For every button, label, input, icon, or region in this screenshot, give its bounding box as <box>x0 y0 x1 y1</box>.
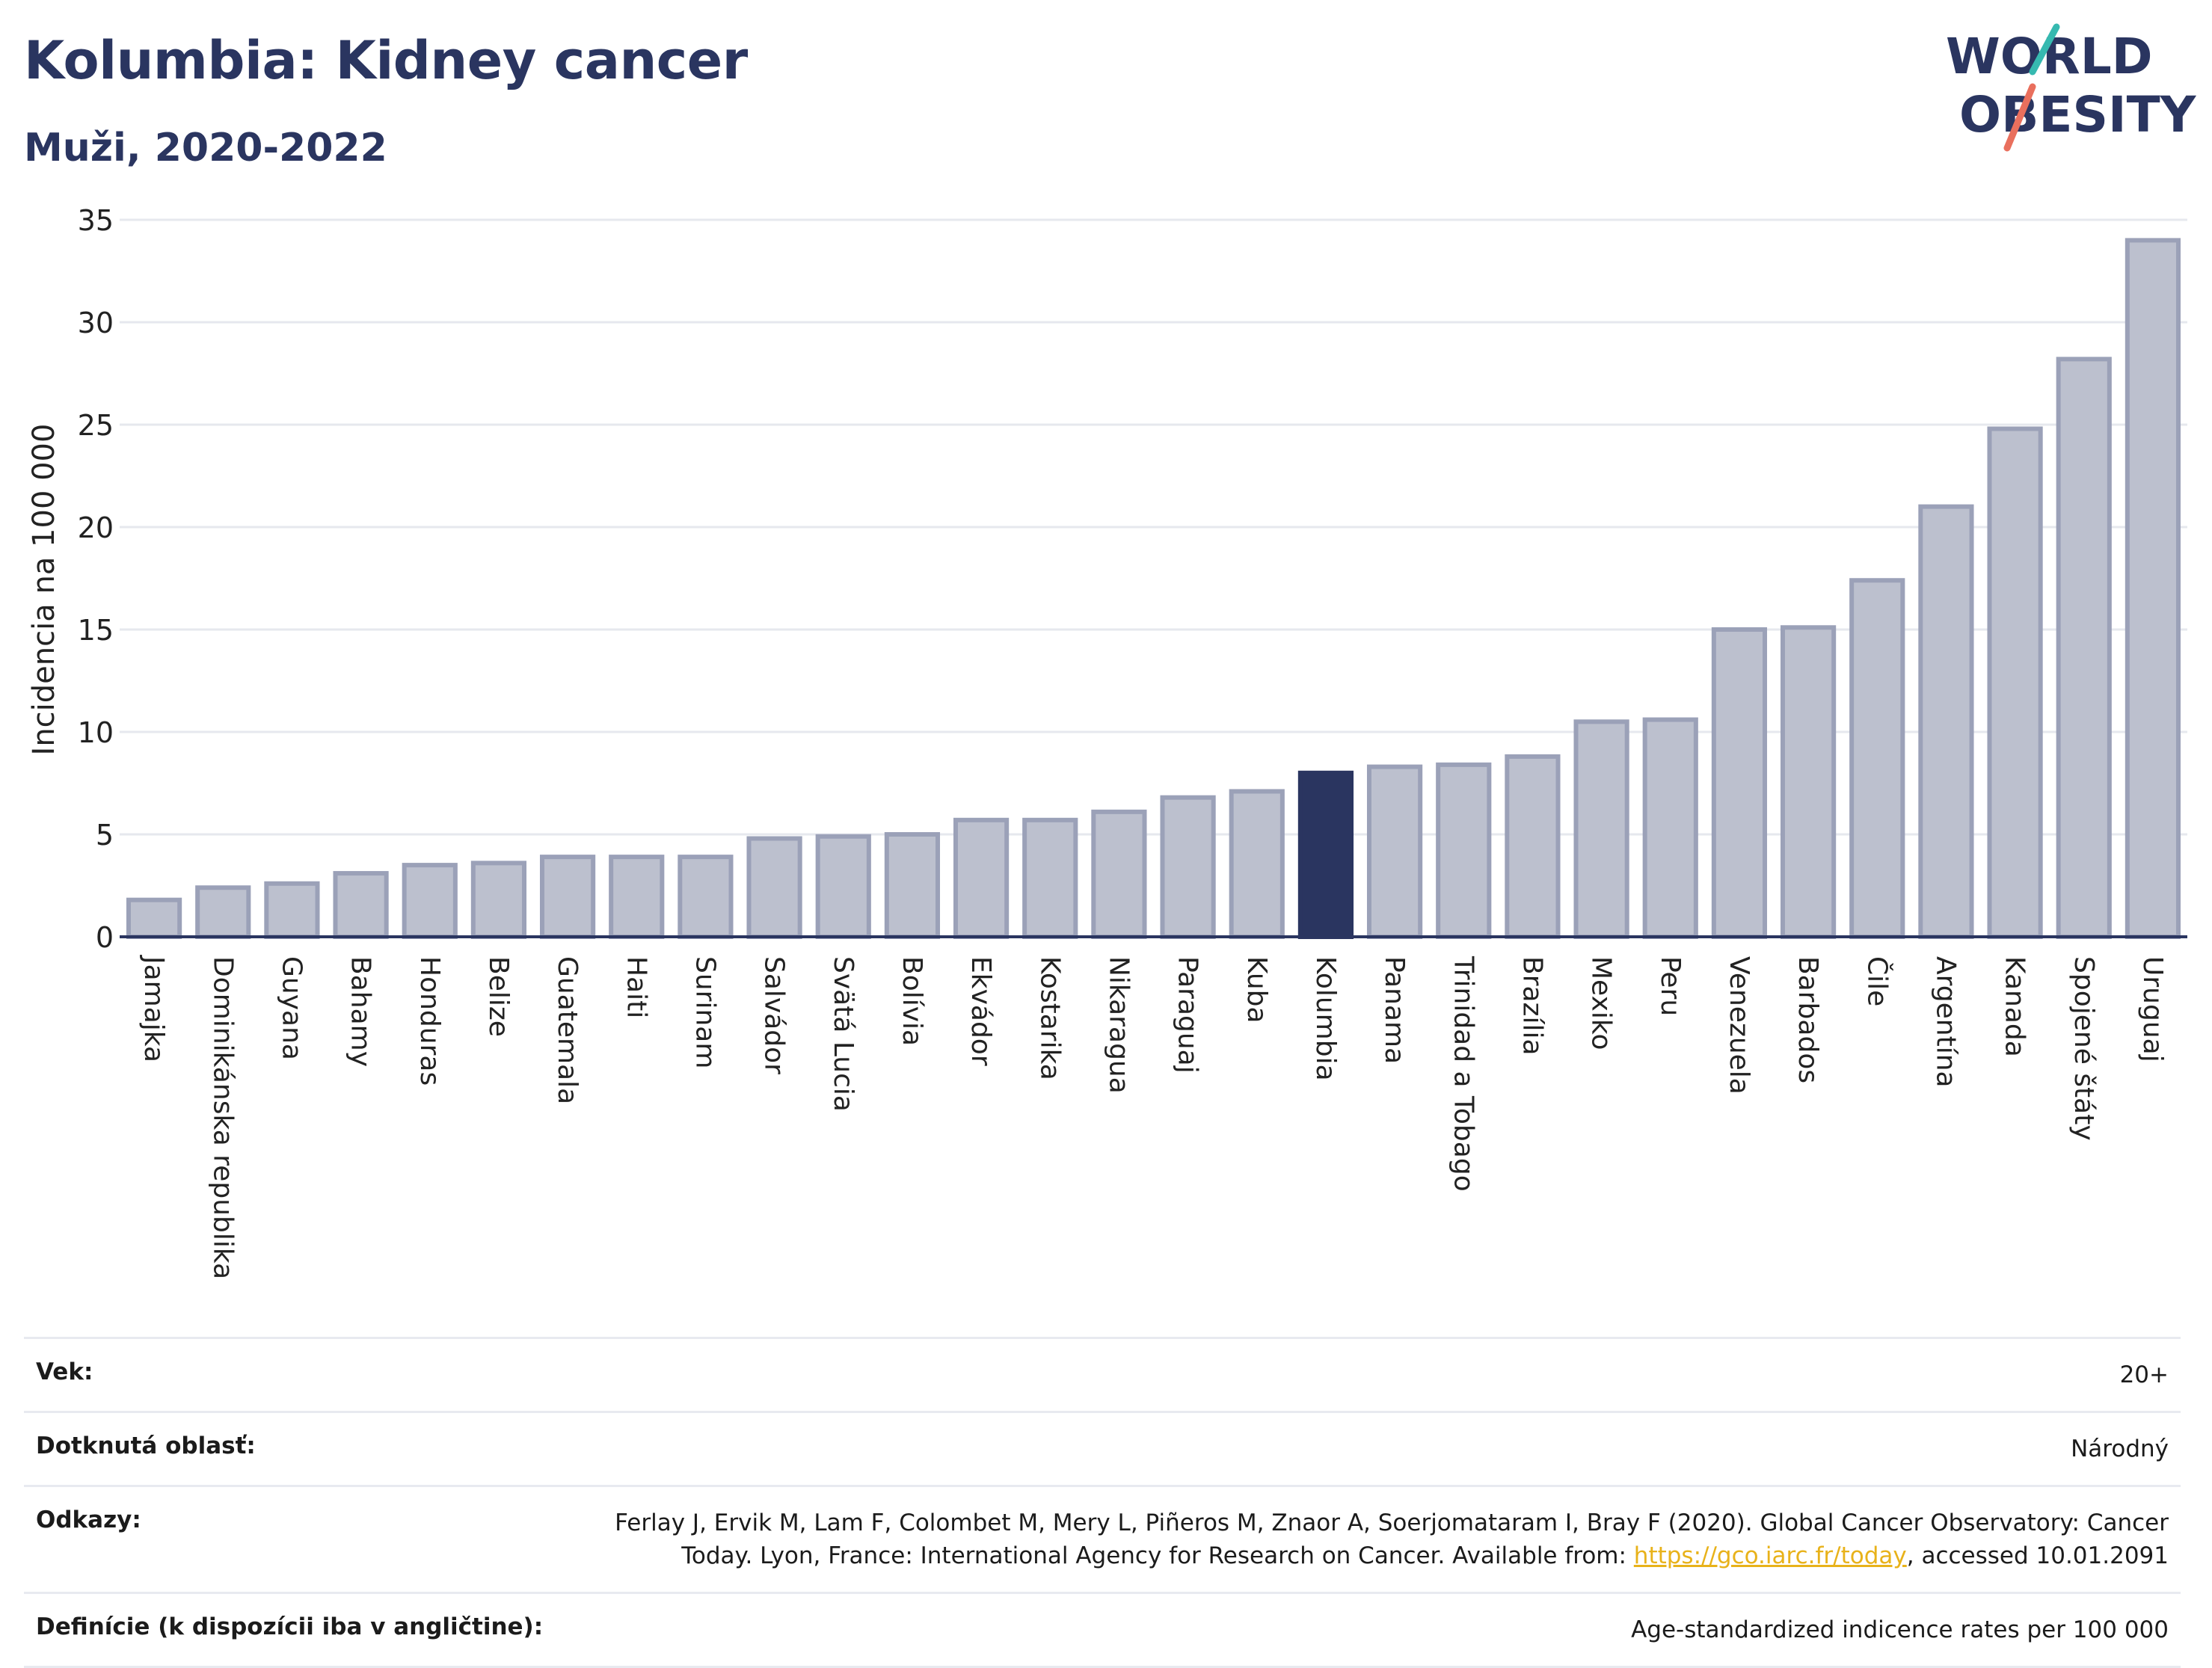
bar <box>402 863 458 939</box>
x-tick-label: Kolumbia <box>1310 956 1341 1081</box>
age-value: 20+ <box>2119 1361 2169 1388</box>
bar <box>1918 504 1974 939</box>
meta-row-definitions: Definície (k dispozícii iba v angličtine… <box>24 1592 2181 1668</box>
x-tick-label: Argentína <box>1930 956 1961 1088</box>
x-tick-label: Uruguaj <box>2137 956 2168 1062</box>
bar <box>1436 762 1492 940</box>
bar <box>1505 754 1561 939</box>
y-tick-label: 10 <box>78 716 114 749</box>
bar <box>470 861 527 939</box>
bar <box>884 832 941 939</box>
bar <box>953 817 1010 939</box>
x-tick-label: Kostarika <box>1034 956 1065 1080</box>
meta-row-references: Odkazy: Ferlay J, Ervik M, Lam F, Colomb… <box>24 1485 2181 1592</box>
bar <box>746 836 802 939</box>
y-tick-label: 35 <box>78 204 114 237</box>
y-tick-label: 30 <box>78 307 114 339</box>
bar <box>1780 625 1837 939</box>
bar <box>1160 795 1216 940</box>
area-label: Dotknutá oblasť: <box>36 1432 256 1459</box>
chart-subtitle: Muži, 2020-2022 <box>24 126 387 170</box>
x-tick-label: Bolívia <box>897 956 927 1046</box>
x-tick-label: Guyana <box>276 956 307 1060</box>
x-tick-label: Ekvádor <box>965 956 996 1066</box>
x-tick-label: Barbados <box>1792 956 1823 1083</box>
x-tick-label: Mexiko <box>1586 956 1617 1050</box>
x-tick-label: Panama <box>1379 956 1410 1064</box>
x-tick-label: Trinidad a Tobago <box>1448 955 1478 1192</box>
references-label: Odkazy: <box>36 1507 141 1533</box>
x-tick-label: Honduras <box>414 956 445 1086</box>
x-tick-label: Guatemala <box>552 956 583 1104</box>
bar-chart: 0 5 10 15 20 25 30 35 Incidencia na 100 000 Jamaj… <box>27 204 2187 1279</box>
bar <box>1366 764 1423 939</box>
x-tick-label: Svätá Lucia <box>828 956 858 1112</box>
y-tick-label: 0 <box>96 921 114 954</box>
bar <box>1642 717 1698 939</box>
bar <box>609 855 665 940</box>
x-tick-label: Brazília <box>1517 956 1547 1056</box>
bar <box>1091 809 1147 939</box>
area-value: Národný <box>2071 1435 2169 1462</box>
chart-title: Kolumbia: Kidney cancer <box>24 30 748 91</box>
bar <box>2056 357 2112 939</box>
x-tick-label: Spojené štáty <box>2068 956 2099 1141</box>
x-tick-label: Bahamy <box>345 956 376 1067</box>
logo-slash-teal <box>2029 23 2060 76</box>
bar <box>333 871 389 940</box>
bar <box>1849 578 1905 939</box>
definitions-label: Definície (k dispozícii iba v angličtine… <box>36 1613 544 1640</box>
y-axis-label: Incidencia na 100 000 <box>27 424 61 756</box>
x-tick-label: Čile <box>1861 956 1893 1006</box>
y-tick-label: 5 <box>96 819 114 852</box>
y-tick-label: 25 <box>78 409 114 442</box>
references-text: Ferlay J, Ervik M, Lam F, Colombet M, Me… <box>615 1509 2169 1569</box>
x-tick-label: Surinam <box>689 956 720 1068</box>
x-tick-label: Peru <box>1655 956 1686 1016</box>
y-tick-label: 20 <box>78 511 114 544</box>
bar <box>1022 817 1078 939</box>
age-label: Vek: <box>36 1358 93 1385</box>
y-tick-label: 15 <box>78 614 114 647</box>
x-tick-label: Kuba <box>1241 956 1272 1024</box>
x-tick-label: Nikaragua <box>1103 956 1134 1094</box>
x-tick-label: Venezuela <box>1724 956 1754 1095</box>
x-tick-label: Paraguaj <box>1173 956 1203 1074</box>
references-accessed: , accessed 10.01.2091 <box>1906 1542 2169 1569</box>
references-link[interactable]: https://gco.iarc.fr/today <box>1633 1542 1907 1569</box>
x-tick-label: Haiti <box>621 956 651 1018</box>
bar <box>815 834 871 939</box>
metadata-table: Vek: 20+ Dotknutá oblasť: Národný Odkazy… <box>24 1337 2181 1668</box>
bar <box>264 881 320 940</box>
logo-line2: OBESITY <box>1959 86 2197 144</box>
logo-slash-coral <box>2003 83 2036 152</box>
bar <box>1229 789 1285 939</box>
world-obesity-logo: WORLD OBESITY <box>1946 23 2197 152</box>
x-tick-label: Dominikánska republika <box>207 956 238 1279</box>
x-tick-label: Kanada <box>2000 956 2030 1057</box>
x-tick-label: Jamajka <box>138 955 169 1062</box>
x-tick-label: Salvádor <box>759 956 790 1074</box>
bar <box>678 855 734 940</box>
bar <box>1987 426 2043 939</box>
x-tick-label: Belize <box>483 956 514 1037</box>
bar <box>195 885 251 939</box>
bar <box>2125 238 2181 939</box>
meta-row-area: Dotknutá oblasť: Národný <box>24 1411 2181 1485</box>
bar <box>539 855 596 940</box>
definitions-value: Age-standardized indicence rates per 100… <box>1631 1616 2169 1643</box>
meta-row-age: Vek: 20+ <box>24 1337 2181 1411</box>
bar <box>1573 719 1629 939</box>
bar-highlighted <box>1297 770 1354 940</box>
bar <box>126 897 182 940</box>
references-value: Ferlay J, Ervik M, Lam F, Colombet M, Me… <box>561 1507 2169 1572</box>
bar <box>1711 627 1768 939</box>
